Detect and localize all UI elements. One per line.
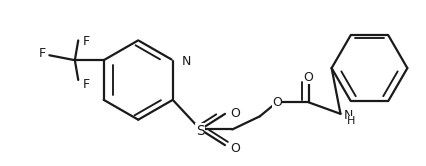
Text: F: F xyxy=(83,35,89,48)
Text: O: O xyxy=(304,71,314,84)
Text: F: F xyxy=(39,47,46,60)
Text: F: F xyxy=(83,78,89,91)
Text: S: S xyxy=(196,124,205,138)
Text: O: O xyxy=(230,142,240,155)
Text: H: H xyxy=(347,116,355,126)
Text: O: O xyxy=(230,107,240,120)
Text: N: N xyxy=(181,55,191,68)
Text: N: N xyxy=(344,109,353,122)
Text: O: O xyxy=(272,96,282,109)
